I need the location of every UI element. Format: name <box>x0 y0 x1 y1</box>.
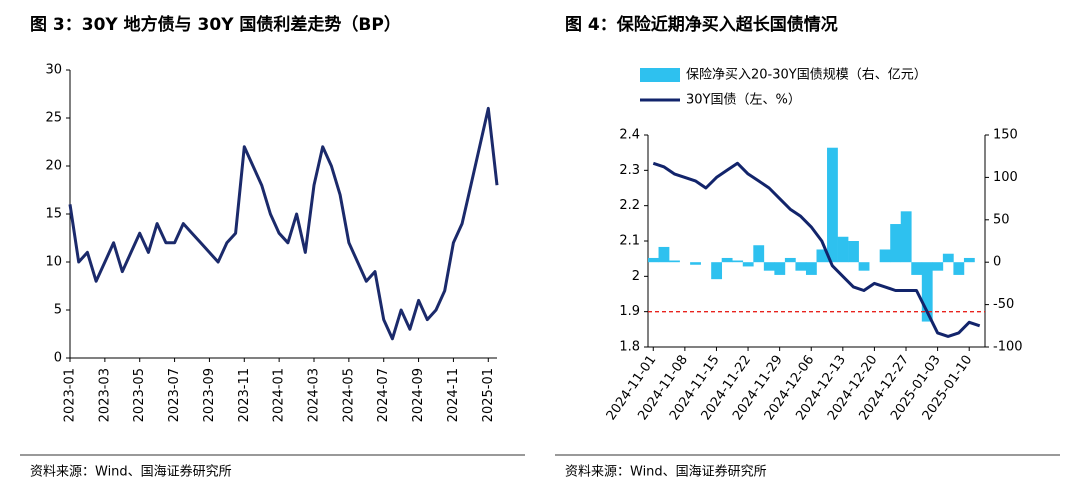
bar <box>942 253 954 263</box>
bar <box>963 257 975 263</box>
chart-title: 图 4：保险近期净买入超长国债情况 <box>565 14 838 35</box>
x-tick-label: 2023-05 <box>132 368 147 422</box>
bar <box>816 249 828 263</box>
y-tick-label: 2.1 <box>619 234 640 249</box>
bar <box>921 262 933 322</box>
bar <box>795 262 807 271</box>
bar <box>827 147 838 263</box>
y-tick-label: 2.2 <box>619 198 640 213</box>
y-tick-label: 15 <box>45 207 62 222</box>
bar <box>648 257 659 263</box>
y-tick-label: 30 <box>45 63 62 78</box>
y-tick-label: 10 <box>45 255 62 270</box>
bar <box>774 262 786 275</box>
x-tick-label: 2023-07 <box>167 368 182 422</box>
y-tick-label: 50 <box>993 212 1010 227</box>
bar <box>784 257 796 263</box>
x-tick-label: 2023-01 <box>63 368 78 422</box>
y-tick-label: 0 <box>54 351 62 366</box>
x-tick-label: 2024-01 <box>272 368 287 422</box>
bar <box>900 211 912 263</box>
y-tick-label: 1.9 <box>619 304 640 319</box>
x-tick-label: 2024-03 <box>307 368 322 422</box>
x-tick-label: 2024-07 <box>376 368 391 422</box>
bar <box>690 262 701 265</box>
x-tick-label: 2024-05 <box>341 368 356 422</box>
y-tick-label: 100 <box>993 170 1018 185</box>
bar <box>753 245 765 263</box>
x-tick-label: 2025-01 <box>481 368 496 422</box>
bar <box>742 262 754 267</box>
source-note: 资料来源：Wind、国海证券研究所 <box>565 464 767 480</box>
legend-swatch <box>640 68 680 82</box>
series-line <box>68 106 499 341</box>
y-tick-label: 2.3 <box>619 163 640 178</box>
x-tick-label: 2024-09 <box>411 368 426 422</box>
bar <box>805 262 817 275</box>
y-tick-label: 150 <box>993 128 1018 143</box>
bar <box>658 246 670 263</box>
bar <box>879 249 891 263</box>
bar <box>763 262 775 271</box>
y-tick-label: 2.4 <box>619 128 640 143</box>
bar <box>837 236 849 263</box>
legend-label: 保险净买入20-30Y国债规模（右、亿元） <box>686 68 927 83</box>
y-tick-label: -50 <box>993 297 1014 312</box>
y-tick-label: -100 <box>993 340 1023 355</box>
y-tick-label: 5 <box>54 303 62 318</box>
y-tick-label: 20 <box>45 159 62 174</box>
bar <box>858 262 870 271</box>
bar <box>711 262 723 280</box>
legend-label: 30Y国债（左、%） <box>686 93 801 108</box>
bar <box>721 257 733 263</box>
source-note: 资料来源：Wind、国海证券研究所 <box>30 464 232 480</box>
x-tick-label: 2023-03 <box>97 368 112 422</box>
x-tick-label: 2023-09 <box>202 368 217 422</box>
bar <box>953 262 965 275</box>
bar <box>890 224 902 263</box>
chart-title: 图 3：30Y 地方债与 30Y 国债利差走势（BP） <box>30 14 401 35</box>
x-tick-label: 2024-11 <box>446 368 461 422</box>
bar <box>848 241 859 263</box>
y-tick-label: 2 <box>632 269 640 284</box>
x-tick-label: 2023-11 <box>237 368 252 422</box>
y-tick-label: 1.8 <box>619 340 640 355</box>
bar <box>911 262 923 275</box>
bar <box>932 262 944 271</box>
y-tick-label: 0 <box>993 255 1001 270</box>
bar <box>669 260 680 263</box>
y-tick-label: 25 <box>45 111 62 126</box>
series-line <box>652 161 981 338</box>
bar <box>732 260 744 263</box>
